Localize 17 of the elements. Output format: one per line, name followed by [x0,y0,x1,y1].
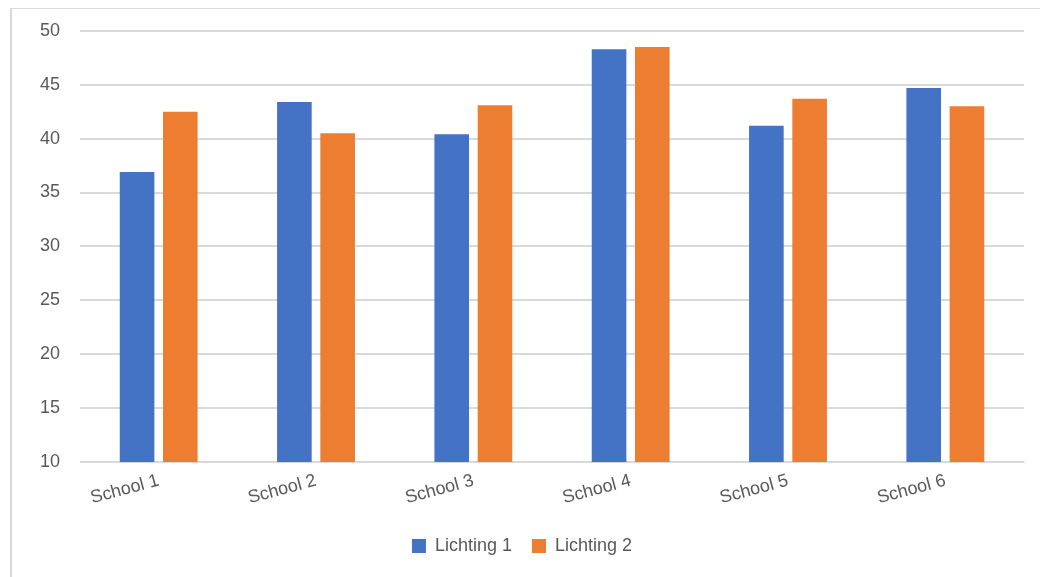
x-tick-label: School 6 [874,469,948,508]
x-tick-label: School 1 [88,469,162,508]
y-tick-label: 50 [39,19,61,40]
x-tick-label: School 4 [560,469,633,508]
y-tick-label: 25 [39,289,61,310]
y-tick-label: 10 [39,450,61,471]
y-tick-label: 15 [39,397,61,418]
y-tick-label: 30 [39,235,61,256]
y-tick-label: 35 [39,181,61,202]
x-tick-label: School 2 [245,469,319,508]
legend-label: Lichting 1 [434,534,513,555]
x-tick-label: School 3 [402,469,476,508]
y-tick-label: 20 [39,343,61,364]
x-tick-label: School 5 [717,469,791,508]
y-tick-label: 45 [39,73,61,94]
legend-label: Lichting 2 [555,534,633,555]
y-tick-label: 40 [39,127,61,148]
